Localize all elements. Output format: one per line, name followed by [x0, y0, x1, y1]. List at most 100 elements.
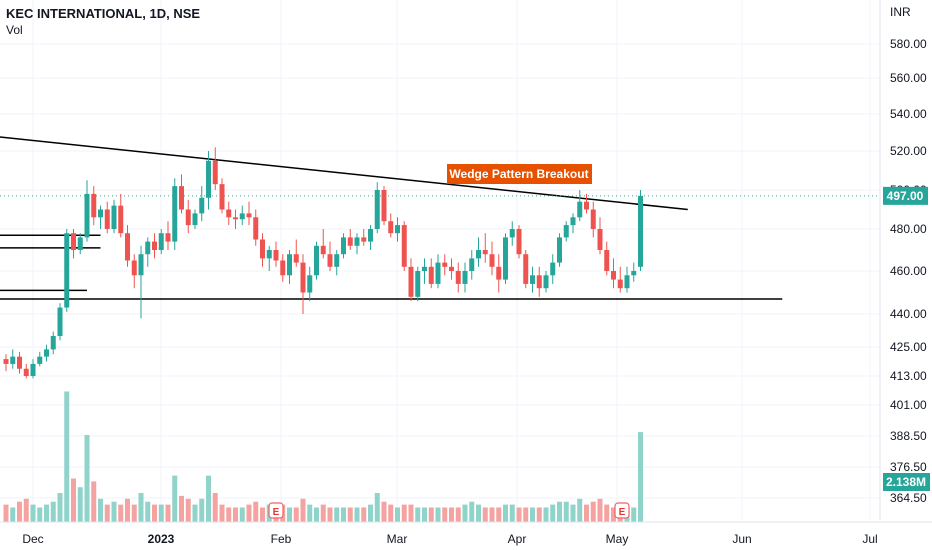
- volume-bar: [260, 507, 265, 522]
- volume-bar: [145, 501, 151, 522]
- volume-bar: [30, 504, 36, 522]
- candle-body: [617, 279, 623, 289]
- volume-bar: [131, 504, 137, 522]
- candle-body: [428, 266, 434, 284]
- candle-body: [543, 275, 549, 289]
- candle-body: [307, 275, 313, 293]
- candle-body: [10, 356, 16, 364]
- volume-bar: [530, 507, 535, 522]
- volume-bar: [84, 435, 90, 522]
- volume-bar: [185, 498, 191, 522]
- candle-body: [185, 209, 191, 226]
- candle-body: [179, 186, 184, 210]
- volume-bar: [476, 504, 481, 522]
- candle-body: [563, 225, 569, 238]
- volume-bar: [584, 504, 589, 522]
- price-tick-label: 520.00: [890, 144, 927, 158]
- chart-header: KEC INTERNATIONAL, 1D, NSE Vol: [6, 6, 200, 38]
- candle-body: [50, 336, 56, 350]
- candle-body: [3, 359, 9, 364]
- candle-body: [381, 190, 387, 222]
- candle-body: [523, 254, 529, 284]
- candle-body: [557, 237, 562, 263]
- candle-body: [334, 254, 340, 267]
- candle-body: [226, 209, 232, 218]
- candle-body: [300, 262, 306, 293]
- candle-body: [57, 307, 63, 336]
- volume-bar: [550, 504, 556, 522]
- time-tick-label: Mar: [387, 532, 408, 546]
- volume-bar: [314, 507, 319, 522]
- volume-bar: [361, 507, 367, 522]
- volume-bar: [577, 498, 583, 522]
- volume-bar: [354, 507, 360, 522]
- volume-bar: [327, 507, 333, 522]
- volume-bar: [320, 504, 326, 522]
- candle-body: [638, 195, 643, 267]
- last-volume-tag: [883, 473, 930, 491]
- volume-bar: [226, 507, 232, 522]
- volume-bar: [590, 501, 596, 522]
- price-tick-label: 388.50: [890, 429, 927, 443]
- volume-bar: [435, 507, 441, 522]
- candle-body: [327, 254, 333, 267]
- candle-body: [550, 262, 556, 276]
- volume-bar: [138, 493, 144, 522]
- price-tick-label: 460.00: [890, 264, 927, 278]
- event-marker-label: E: [619, 507, 626, 518]
- price-tick-label: 376.50: [890, 460, 927, 474]
- candle-body: [496, 266, 502, 280]
- volume-bar: [401, 504, 407, 522]
- chart-title: KEC INTERNATIONAL, 1D, NSE: [6, 6, 201, 21]
- volume-bar: [604, 504, 610, 522]
- annotation-box: [447, 164, 592, 184]
- candle-body: [37, 356, 43, 364]
- candle-body: [530, 275, 535, 284]
- candle-body: [152, 241, 157, 250]
- candle-body: [455, 271, 461, 284]
- candle-body: [395, 225, 400, 234]
- volume-bar: [509, 504, 515, 522]
- volume-bar: [293, 507, 299, 522]
- volume-bar: [442, 507, 448, 522]
- volume-bar: [23, 498, 29, 522]
- candle-body: [631, 271, 637, 276]
- candle-body: [401, 225, 407, 267]
- volume-bar: [422, 507, 427, 522]
- volume-bar: [37, 507, 43, 522]
- annotations: Wedge Pattern Breakout E E: [268, 164, 630, 519]
- volume-bar: [455, 507, 461, 522]
- volume-bar: [233, 507, 238, 522]
- annotation-label: Wedge Pattern Breakout: [449, 167, 588, 181]
- volume-bar: [192, 504, 198, 522]
- volume-bar: [415, 507, 421, 522]
- volume-bar: [57, 493, 63, 522]
- candle-body: [98, 209, 103, 218]
- candle-body: [118, 205, 124, 234]
- price-tick-label: 540.00: [890, 107, 927, 121]
- volume-bar: [10, 507, 16, 522]
- candle-body: [341, 237, 346, 255]
- candle-body: [388, 221, 394, 234]
- volume-bar: [104, 504, 110, 522]
- volume-bar: [347, 507, 353, 522]
- volume-bar: [570, 504, 576, 522]
- grid: [0, 0, 880, 520]
- candle-body: [449, 266, 454, 271]
- candle-body: [84, 193, 90, 238]
- volume-bar: [3, 504, 9, 522]
- trendline-upper: [0, 136, 688, 211]
- candle-body: [320, 245, 326, 255]
- volume-bar: [300, 498, 306, 522]
- price-tick-label: 364.50: [890, 491, 927, 505]
- volume-bar: [489, 507, 495, 522]
- volume-bar: [98, 498, 103, 522]
- candle-body: [476, 250, 481, 259]
- candle-body: [590, 209, 596, 229]
- candle-body: [347, 237, 353, 246]
- price-tick-label: 413.00: [890, 369, 927, 383]
- volume-bar: [307, 504, 313, 522]
- volume-bar: [543, 507, 549, 522]
- candle-body: [482, 250, 488, 255]
